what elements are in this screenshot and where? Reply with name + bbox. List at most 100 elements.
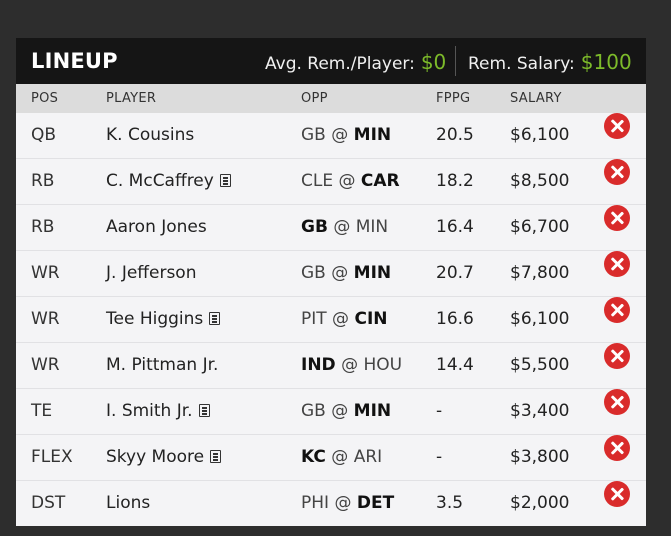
avg-remaining-value: $0 <box>420 50 447 74</box>
remaining-salary-value: $100 <box>580 50 632 74</box>
row-position: QB <box>31 125 57 145</box>
row-position: WR <box>31 263 60 283</box>
row-player[interactable]: I. Smith Jr. <box>106 389 210 434</box>
row-opponent: GB @ MIN <box>301 401 392 421</box>
remove-player-icon[interactable] <box>604 343 630 369</box>
remaining-salary: Rem. Salary: $100 <box>468 38 632 88</box>
home-team: MIN <box>353 401 392 421</box>
row-player[interactable]: Lions <box>106 481 150 526</box>
remove-player-icon[interactable] <box>604 435 630 461</box>
row-fppg: - <box>436 447 443 467</box>
row-player[interactable]: Aaron Jones <box>106 205 207 250</box>
news-icon[interactable] <box>198 404 210 417</box>
lineup-row: RB C. McCaffrey CLE @ CAR 18.2 $8,500 <box>16 159 646 205</box>
remove-player-icon[interactable] <box>604 251 630 277</box>
row-position: RB <box>31 217 55 237</box>
remove-player-icon[interactable] <box>604 159 630 185</box>
news-icon[interactable] <box>210 450 222 463</box>
away-team: PIT <box>301 309 327 329</box>
row-opponent: KC @ ARI <box>301 447 383 467</box>
home-team: CAR <box>360 171 400 191</box>
row-opponent: GB @ MIN <box>301 263 392 283</box>
home-team: MIN <box>355 217 389 237</box>
row-salary: $3,800 <box>510 447 570 467</box>
remaining-salary-label: Rem. Salary: <box>468 54 575 74</box>
row-opponent: PIT @ CIN <box>301 309 388 329</box>
player-name[interactable]: Tee Higgins <box>106 309 204 329</box>
away-team: GB <box>301 125 326 145</box>
row-position: RB <box>31 171 55 191</box>
row-player[interactable]: K. Cousins <box>106 113 194 158</box>
lineup-rows: QB K. Cousins GB @ MIN 20.5 $6,100 RB C.… <box>16 113 646 526</box>
row-opponent: GB @ MIN <box>301 125 392 145</box>
remove-player-icon[interactable] <box>604 481 630 507</box>
player-name[interactable]: Aaron Jones <box>106 217 207 237</box>
row-opponent: PHI @ DET <box>301 493 395 513</box>
row-salary: $6,700 <box>510 217 570 237</box>
row-player[interactable]: J. Jefferson <box>106 251 197 296</box>
row-salary: $7,800 <box>510 263 570 283</box>
row-position: WR <box>31 309 60 329</box>
row-fppg: 20.7 <box>436 263 474 283</box>
row-position: TE <box>31 401 53 421</box>
remove-player-icon[interactable] <box>604 389 630 415</box>
news-icon[interactable] <box>209 312 221 325</box>
home-team: CIN <box>354 309 388 329</box>
row-salary: $2,000 <box>510 493 570 513</box>
row-salary: $3,400 <box>510 401 570 421</box>
row-fppg: 16.4 <box>436 217 474 237</box>
row-position: DST <box>31 493 66 513</box>
column-header-row: POS PLAYER OPP FPPG SALARY <box>16 84 646 113</box>
row-player[interactable]: C. McCaffrey <box>106 159 231 204</box>
news-icon[interactable] <box>219 174 231 187</box>
player-name[interactable]: C. McCaffrey <box>106 171 214 191</box>
away-team: GB <box>301 217 328 237</box>
col-pos-header: POS <box>31 91 59 106</box>
col-player-header: PLAYER <box>106 91 157 106</box>
row-opponent: IND @ HOU <box>301 355 403 375</box>
home-team: HOU <box>363 355 403 375</box>
col-salary-header: SALARY <box>510 91 562 106</box>
lineup-panel: LINEUP Avg. Rem./Player: $0 Rem. Salary: $… <box>16 38 646 526</box>
lineup-row: FLEX Skyy Moore KC @ ARI - $3,800 <box>16 435 646 481</box>
remove-player-icon[interactable] <box>604 113 630 139</box>
row-fppg: 3.5 <box>436 493 464 513</box>
remove-player-icon[interactable] <box>604 297 630 323</box>
player-name[interactable]: J. Jefferson <box>106 263 197 283</box>
player-name[interactable]: Skyy Moore <box>106 447 205 467</box>
col-opp-header: OPP <box>301 91 328 106</box>
home-team: MIN <box>353 263 392 283</box>
lineup-row: WR Tee Higgins PIT @ CIN 16.6 $6,100 <box>16 297 646 343</box>
row-fppg: 16.6 <box>436 309 474 329</box>
col-fppg-header: FPPG <box>436 91 471 106</box>
row-fppg: 18.2 <box>436 171 474 191</box>
lineup-row: WR J. Jefferson GB @ MIN 20.7 $7,800 <box>16 251 646 297</box>
lineup-header: LINEUP Avg. Rem./Player: $0 Rem. Salary: $… <box>16 38 646 84</box>
away-team: GB <box>301 263 326 283</box>
home-team: MIN <box>353 125 392 145</box>
row-salary: $8,500 <box>510 171 570 191</box>
lineup-row: WR M. Pittman Jr. IND @ HOU 14.4 $5,500 <box>16 343 646 389</box>
home-team: ARI <box>353 447 383 467</box>
row-opponent: GB @ MIN <box>301 217 389 237</box>
row-salary: $6,100 <box>510 125 570 145</box>
avg-remaining-label: Avg. Rem./Player: <box>265 54 415 74</box>
player-name[interactable]: K. Cousins <box>106 125 195 145</box>
away-team: CLE <box>301 171 334 191</box>
row-position: FLEX <box>31 447 73 467</box>
away-team: GB <box>301 401 326 421</box>
row-position: WR <box>31 355 60 375</box>
lineup-row: RB Aaron Jones GB @ MIN 16.4 $6,700 <box>16 205 646 251</box>
row-player[interactable]: M. Pittman Jr. <box>106 343 218 388</box>
lineup-row: DST Lions PHI @ DET 3.5 $2,000 <box>16 481 646 526</box>
row-fppg: - <box>436 401 443 421</box>
away-team: KC <box>301 447 326 467</box>
player-name[interactable]: Lions <box>106 493 151 513</box>
row-fppg: 20.5 <box>436 125 474 145</box>
header-divider <box>455 46 456 76</box>
player-name[interactable]: I. Smith Jr. <box>106 401 193 421</box>
row-player[interactable]: Tee Higgins <box>106 297 221 342</box>
player-name[interactable]: M. Pittman Jr. <box>106 355 219 375</box>
row-player[interactable]: Skyy Moore <box>106 435 222 480</box>
remove-player-icon[interactable] <box>604 205 630 231</box>
